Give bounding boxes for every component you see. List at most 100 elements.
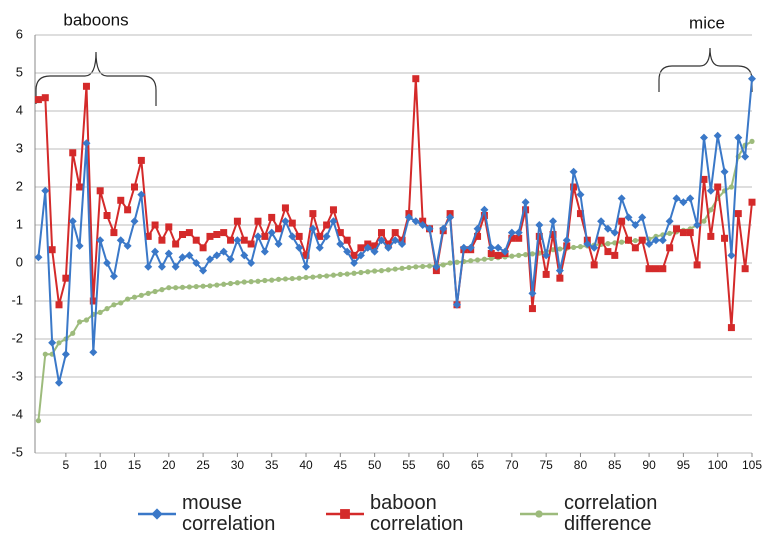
point	[404, 213, 413, 222]
y-tick-label: 4	[16, 102, 23, 117]
point	[365, 269, 371, 275]
point	[673, 225, 681, 233]
point	[260, 247, 269, 256]
point	[89, 297, 97, 305]
point	[399, 265, 405, 271]
point	[207, 283, 213, 289]
point	[96, 187, 104, 195]
point	[310, 274, 316, 280]
point	[329, 206, 337, 214]
point	[227, 236, 235, 244]
x-tick-label: 45	[334, 458, 348, 472]
point	[76, 319, 83, 325]
point	[488, 255, 494, 262]
point	[425, 224, 434, 233]
point	[350, 259, 359, 267]
point	[42, 351, 48, 357]
point	[212, 251, 221, 260]
point	[116, 236, 125, 245]
point	[83, 317, 90, 323]
point	[406, 264, 412, 271]
x-tick-label: 10	[94, 458, 108, 472]
point	[111, 302, 117, 308]
point	[667, 230, 673, 236]
point	[213, 231, 221, 238]
point	[219, 247, 228, 256]
point	[624, 236, 632, 244]
point	[241, 279, 247, 285]
series-line	[37, 140, 753, 421]
point	[714, 183, 722, 191]
point	[288, 232, 297, 241]
point	[151, 221, 159, 229]
point	[138, 292, 144, 298]
point	[569, 167, 578, 176]
x-tick-label: 95	[677, 458, 691, 472]
point	[741, 265, 749, 273]
point	[199, 244, 207, 252]
point	[96, 236, 105, 245]
point	[638, 236, 646, 244]
point	[515, 234, 523, 242]
point	[514, 228, 523, 237]
point	[624, 213, 633, 222]
point	[652, 265, 660, 273]
point	[645, 240, 654, 248]
point	[708, 207, 714, 213]
point	[317, 273, 323, 279]
x-tick-label: 100	[708, 458, 728, 472]
legend-swatch	[520, 510, 558, 518]
point	[131, 294, 138, 300]
point	[274, 240, 283, 248]
point	[466, 243, 475, 252]
point	[227, 280, 234, 287]
point	[713, 131, 722, 140]
point	[192, 236, 200, 244]
point	[426, 263, 433, 269]
point	[137, 156, 145, 164]
point	[500, 247, 509, 256]
point	[672, 194, 681, 203]
point	[329, 217, 338, 226]
point	[61, 350, 70, 359]
point	[275, 225, 283, 233]
point	[447, 260, 453, 266]
point	[295, 243, 304, 252]
legend-label: baboon correlation	[370, 492, 464, 535]
point	[75, 241, 84, 250]
legend-item: baboon correlation	[326, 493, 500, 535]
point	[248, 279, 254, 285]
point	[528, 289, 537, 298]
point	[104, 306, 110, 312]
point	[562, 236, 571, 245]
point	[605, 241, 611, 247]
point	[734, 133, 743, 142]
point	[549, 217, 558, 226]
point	[137, 190, 146, 199]
point	[679, 198, 688, 207]
point	[454, 259, 460, 265]
point	[392, 266, 398, 272]
point	[350, 251, 358, 259]
point	[205, 255, 214, 264]
point	[70, 330, 76, 336]
point	[398, 240, 407, 248]
point	[267, 228, 276, 237]
point	[281, 217, 290, 226]
point	[556, 274, 564, 282]
point	[377, 236, 386, 245]
point	[221, 281, 227, 287]
y-tick-label: -2	[11, 330, 23, 345]
point	[474, 257, 481, 263]
point	[240, 251, 249, 260]
point	[473, 224, 482, 233]
point	[411, 217, 420, 226]
point	[123, 241, 132, 250]
point	[474, 232, 482, 240]
y-tick-label: 5	[16, 64, 23, 79]
point	[418, 221, 427, 229]
point	[603, 224, 612, 233]
point	[748, 74, 756, 83]
point	[186, 284, 192, 290]
